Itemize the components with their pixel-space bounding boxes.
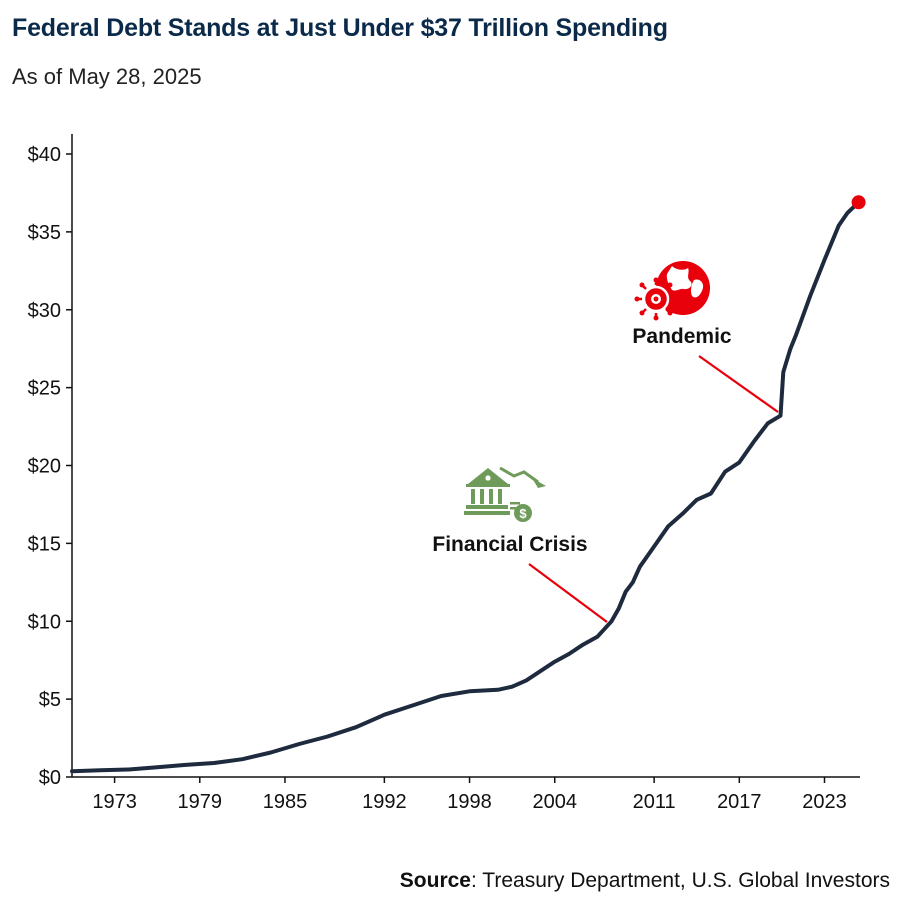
y-tick-label: $15 bbox=[28, 533, 61, 555]
x-axis-ticks: 1973 1979 1985 1992 1998 2004 2011 2017 2023 bbox=[92, 777, 847, 813]
x-tick-label: 1998 bbox=[447, 791, 492, 813]
x-tick-label: 1979 bbox=[178, 791, 223, 813]
y-tick-label: $35 bbox=[28, 222, 61, 244]
x-tick-label: 2017 bbox=[717, 791, 762, 813]
x-tick-label: 2004 bbox=[532, 791, 577, 813]
y-tick-label: $10 bbox=[28, 611, 61, 633]
latest-value-marker bbox=[851, 195, 866, 210]
x-tick-label: 2011 bbox=[633, 791, 676, 813]
x-tick-label: 1985 bbox=[263, 791, 308, 813]
pandemic-annotation: Pandemic bbox=[632, 261, 779, 413]
financial-crisis-arrow bbox=[528, 563, 608, 623]
y-tick-label: $5 bbox=[39, 689, 61, 711]
y-axis-ticks: $0 $5 $10 $15 $20 $25 $30 $35 $40 bbox=[28, 144, 72, 789]
y-tick-label: $20 bbox=[28, 456, 61, 478]
source-label: Source bbox=[399, 869, 471, 892]
y-tick-label: $40 bbox=[28, 144, 61, 166]
debt-series-line bbox=[70, 200, 861, 774]
financial-crisis-label: Financial Crisis bbox=[432, 533, 587, 556]
svg-text:$: $ bbox=[519, 506, 527, 521]
y-tick-label: $30 bbox=[28, 300, 61, 322]
financial-crisis-annotation: $ Financial Crisis bbox=[432, 466, 608, 623]
x-tick-label: 1992 bbox=[362, 791, 407, 813]
pandemic-label: Pandemic bbox=[632, 325, 732, 348]
source-note: Source: Treasury Department, U.S. Global… bbox=[400, 869, 890, 893]
x-tick-label: 1973 bbox=[92, 791, 137, 813]
virus-globe-icon bbox=[634, 261, 710, 321]
chart-title: Federal Debt Stands at Just Under $37 Tr… bbox=[12, 14, 668, 42]
x-tick-label: 2023 bbox=[802, 791, 847, 813]
bank-decline-icon: $ bbox=[464, 466, 546, 522]
y-tick-label: $25 bbox=[28, 378, 61, 400]
chart-subtitle: As of May 28, 2025 bbox=[12, 64, 202, 89]
source-text: : Treasury Department, U.S. Global Inves… bbox=[471, 869, 890, 892]
y-tick-label: $0 bbox=[39, 767, 61, 789]
pandemic-arrow bbox=[698, 355, 779, 413]
